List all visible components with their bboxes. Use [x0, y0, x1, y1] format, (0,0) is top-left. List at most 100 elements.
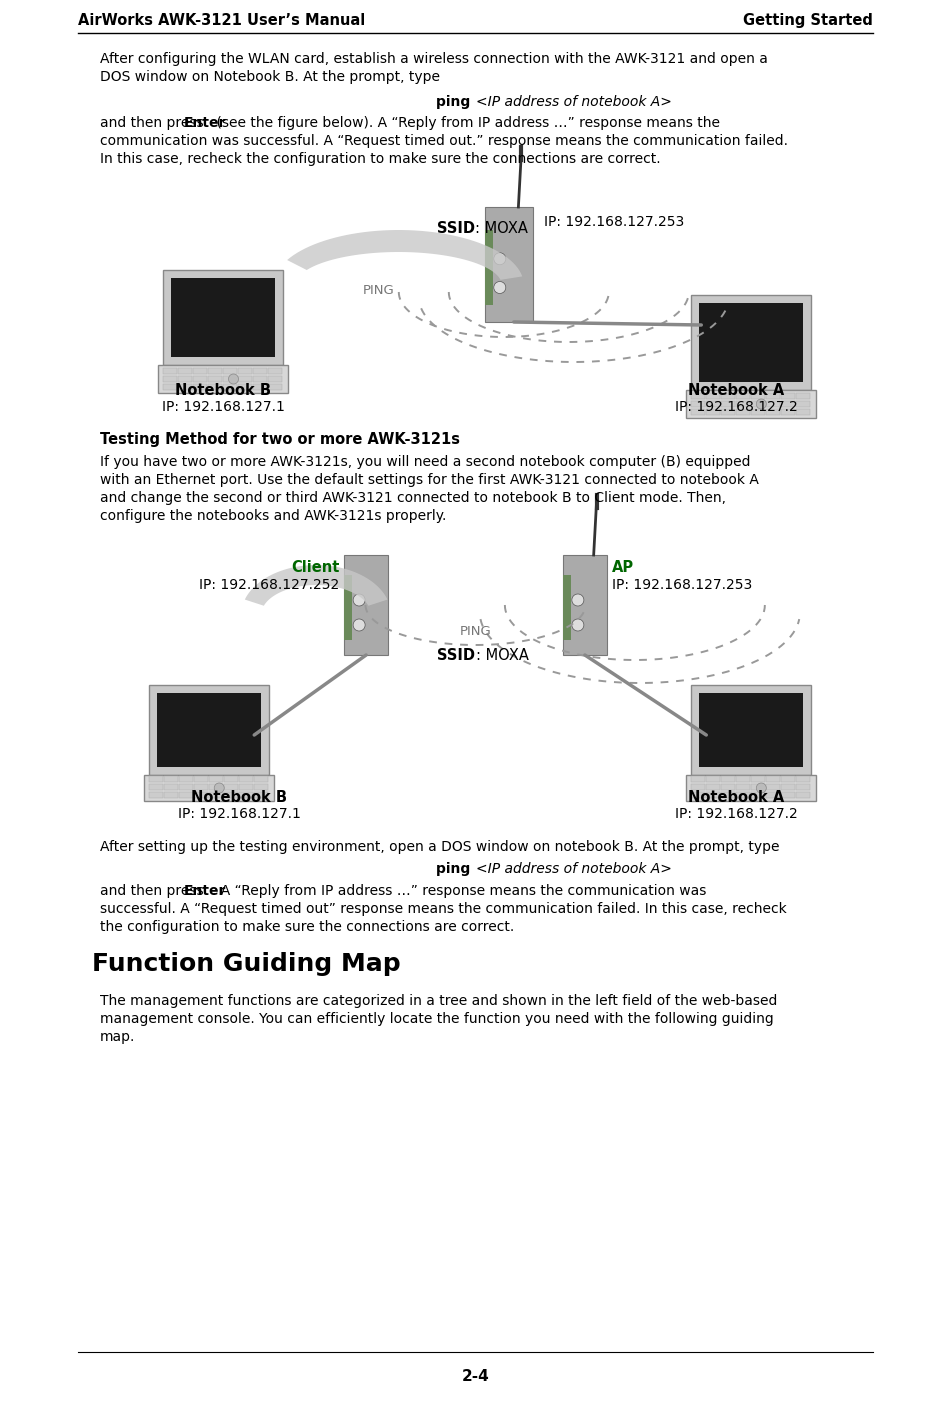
Bar	[254, 376, 267, 382]
Bar	[699, 303, 804, 382]
Bar	[165, 776, 178, 782]
Bar	[707, 776, 720, 782]
Text: with an Ethernet port. Use the default settings for the first AWK-3121 connected: with an Ethernet port. Use the default s…	[100, 473, 759, 487]
FancyBboxPatch shape	[149, 685, 269, 775]
Bar	[721, 393, 734, 399]
Text: Function Guiding Map: Function Guiding Map	[92, 952, 400, 976]
Bar	[149, 776, 163, 782]
Text: PING: PING	[362, 284, 395, 298]
Text: Notebook A: Notebook A	[689, 790, 785, 804]
Text: IP: 192.168.127.1: IP: 192.168.127.1	[162, 400, 285, 414]
Text: Client: Client	[291, 560, 340, 576]
FancyBboxPatch shape	[691, 685, 811, 775]
Bar	[736, 409, 749, 416]
Bar	[223, 368, 237, 373]
FancyBboxPatch shape	[145, 775, 274, 802]
Bar	[224, 792, 238, 797]
Bar	[721, 792, 734, 797]
Bar	[736, 792, 749, 797]
Circle shape	[494, 281, 506, 293]
Text: : MOXA: : MOXA	[475, 220, 528, 236]
Bar	[179, 368, 192, 373]
Text: IP: 192.168.127.2: IP: 192.168.127.2	[675, 400, 798, 414]
Bar	[691, 783, 705, 790]
Bar	[224, 776, 238, 782]
Bar	[179, 385, 192, 390]
Bar	[208, 376, 222, 382]
Text: Notebook B: Notebook B	[176, 383, 271, 397]
Bar	[691, 776, 705, 782]
Circle shape	[228, 373, 239, 385]
Bar	[224, 783, 238, 790]
Bar	[194, 776, 207, 782]
Bar	[721, 776, 734, 782]
Bar	[782, 783, 795, 790]
Text: IP: 192.168.127.1: IP: 192.168.127.1	[178, 807, 301, 821]
Text: Enter: Enter	[184, 885, 226, 899]
FancyBboxPatch shape	[687, 775, 816, 802]
Text: ping: ping	[437, 95, 476, 110]
Bar	[209, 776, 223, 782]
Bar	[208, 368, 222, 373]
Text: the configuration to make sure the connections are correct.: the configuration to make sure the conne…	[100, 920, 514, 934]
Text: DOS window on Notebook B. At the prompt, type: DOS window on Notebook B. At the prompt,…	[100, 70, 440, 84]
Circle shape	[353, 619, 365, 630]
Text: PING: PING	[459, 625, 492, 637]
Bar	[707, 792, 720, 797]
Bar	[796, 409, 809, 416]
Bar	[179, 792, 192, 797]
Text: SSID: SSID	[437, 649, 476, 663]
Bar	[209, 783, 223, 790]
Bar	[268, 376, 281, 382]
Bar	[240, 783, 253, 790]
Text: map.: map.	[100, 1031, 135, 1045]
Bar	[691, 402, 705, 407]
Bar	[179, 776, 192, 782]
Text: IP: 192.168.127.2: IP: 192.168.127.2	[675, 807, 798, 821]
Bar	[691, 409, 705, 416]
Bar	[767, 393, 780, 399]
Text: Getting Started: Getting Started	[743, 13, 873, 28]
Text: AirWorks AWK-3121 User’s Manual: AirWorks AWK-3121 User’s Manual	[78, 13, 365, 28]
Bar	[223, 385, 237, 390]
Bar	[707, 393, 720, 399]
Text: and change the second or third AWK-3121 connected to notebook B to Client mode. : and change the second or third AWK-3121 …	[100, 491, 726, 505]
Text: In this case, recheck the configuration to make sure the connections are correct: In this case, recheck the configuration …	[100, 152, 661, 166]
Bar	[268, 385, 281, 390]
FancyBboxPatch shape	[687, 390, 816, 418]
FancyBboxPatch shape	[691, 295, 811, 390]
Text: <IP address of notebook A>: <IP address of notebook A>	[476, 862, 671, 876]
Bar	[796, 792, 809, 797]
Text: Testing Method for two or more AWK-3121s: Testing Method for two or more AWK-3121s	[100, 432, 460, 446]
Text: IP: 192.168.127.252: IP: 192.168.127.252	[199, 578, 340, 592]
Text: (see the figure below). A “Reply from IP address …” response means the: (see the figure below). A “Reply from IP…	[212, 117, 720, 131]
FancyBboxPatch shape	[485, 206, 533, 322]
Text: : MOXA: : MOXA	[476, 649, 529, 663]
Text: ping: ping	[437, 862, 476, 876]
Bar	[721, 402, 734, 407]
Bar	[209, 792, 223, 797]
Text: Enter: Enter	[184, 117, 226, 131]
Bar	[751, 393, 765, 399]
Bar	[707, 783, 720, 790]
Text: After setting up the testing environment, open a DOS window on notebook B. At th: After setting up the testing environment…	[100, 840, 780, 854]
Bar	[736, 776, 749, 782]
Bar	[164, 376, 177, 382]
FancyBboxPatch shape	[344, 555, 388, 656]
Text: configure the notebooks and AWK-3121s properly.: configure the notebooks and AWK-3121s pr…	[100, 510, 446, 524]
Bar	[194, 792, 207, 797]
Bar	[254, 385, 267, 390]
Bar	[782, 402, 795, 407]
Bar	[164, 368, 177, 373]
Bar	[193, 368, 206, 373]
FancyBboxPatch shape	[164, 270, 283, 365]
Text: communication was successful. A “Request timed out.” response means the communic: communication was successful. A “Request…	[100, 133, 787, 147]
Bar	[707, 402, 720, 407]
Bar	[796, 783, 809, 790]
Text: IP: 192.168.127.253: IP: 192.168.127.253	[611, 578, 752, 592]
Bar	[208, 385, 222, 390]
Circle shape	[353, 594, 365, 607]
Bar	[194, 783, 207, 790]
Text: If you have two or more AWK-3121s, you will need a second notebook computer (B) : If you have two or more AWK-3121s, you w…	[100, 455, 750, 469]
Bar	[239, 368, 252, 373]
